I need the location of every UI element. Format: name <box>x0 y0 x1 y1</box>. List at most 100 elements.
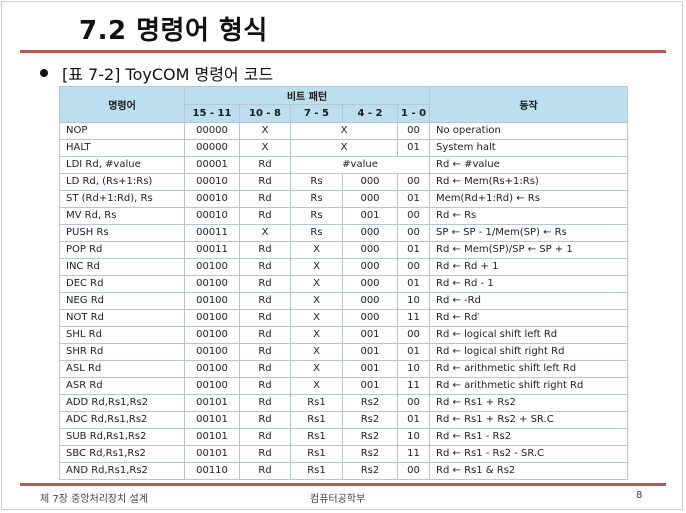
cell-bits-1-0: 00 <box>396 258 431 276</box>
cell-bits-7-5: X <box>290 309 343 327</box>
cell-bits-10-8: Rd <box>239 173 291 191</box>
cell-action: Rd ← Rs1 + Rs2 + SR.C <box>429 411 629 429</box>
cell-bits-7-5: X <box>290 275 343 293</box>
cell-action: Rd ← -Rd <box>429 292 629 310</box>
cell-bits-1-0: 01 <box>396 139 431 157</box>
cell-bits-7-5: Rs1 <box>290 462 343 480</box>
cell-bits-15-11: 00010 <box>184 207 240 225</box>
cell-instruction: POP Rd <box>59 241 185 259</box>
cell-bits-1-0: 10 <box>396 428 431 446</box>
table-row: ASL Rd 00100 Rd X 001 10 Rd ← arithmetic shift… <box>59 360 629 378</box>
cell-action: No operation <box>429 122 629 140</box>
table-row: LDI Rd, #value 00001 Rd #value Rd ← #value <box>59 156 629 174</box>
cell-bits-7-5: X <box>290 241 343 259</box>
cell-instruction: LDI Rd, #value <box>59 156 185 174</box>
cell-bits-15-11: 00101 <box>184 428 240 446</box>
cell-bits-10-8: Rd <box>239 445 291 463</box>
cell-bits-10-8: X <box>239 224 291 242</box>
cell-bits-1-0: 10 <box>396 292 431 310</box>
cell-instruction: INC Rd <box>59 258 185 276</box>
table-row: MV Rd, Rs 00010 Rd Rs 001 00 Rd ← Rs <box>59 207 629 225</box>
cell-instruction: ASR Rd <box>59 377 185 395</box>
cell-bits-15-11: 00100 <box>184 292 240 310</box>
cell-bits-10-8: Rd <box>239 360 291 378</box>
table-row: AND Rd,Rs1,Rs2 00110 Rd Rs1 Rs2 00 Rd ← Rs1 & … <box>59 462 629 480</box>
cell-bits-1-0: 00 <box>396 173 431 191</box>
cell-action: Rd ← Rs1 - Rs2 <box>429 428 629 446</box>
cell-bits-7-5: X <box>290 377 343 395</box>
table-row: ADC Rd,Rs1,Rs2 00101 Rd Rs1 Rs2 01 Rd ← Rs1 + … <box>59 411 629 429</box>
cell-instruction: LD Rd, (Rs+1:Rs) <box>59 173 185 191</box>
table-row: DEC Rd 00100 Rd X 000 01 Rd ← Rd - 1 <box>59 275 629 293</box>
cell-bits-10-8: Rd <box>239 156 291 174</box>
cell-bits-4-2: Rs2 <box>342 428 398 446</box>
cell-bits-4-2: 001 <box>342 377 398 395</box>
bullet-caption: [표 7-2] ToyCOM 명령어 코드 <box>40 62 273 84</box>
table-row: POP Rd 00011 Rd X 000 01 Rd ← Mem(SP)/SP ← SP … <box>59 241 629 259</box>
header-bits-1-0: 1 - 0 <box>396 104 431 123</box>
cell-action: Rd ← logical shift left Rd <box>429 326 629 344</box>
cell-bits-7-5: Rs <box>290 224 343 242</box>
cell-bits-10-8: Rd <box>239 462 291 480</box>
cell-bits-4-2: Rs2 <box>342 462 398 480</box>
cell-instruction: DEC Rd <box>59 275 185 293</box>
cell-action: Rd ← Rs <box>429 207 629 225</box>
cell-bits-7-5: X <box>290 343 343 361</box>
bullet-dot-icon <box>40 69 48 77</box>
cell-bits-15-11: 00100 <box>184 275 240 293</box>
cell-action: Rd ← Rs1 & Rs2 <box>429 462 629 480</box>
cell-bits-10-8: Rd <box>239 309 291 327</box>
cell-action: Rd ← arithmetic shift left Rd <box>429 360 629 378</box>
cell-action: System halt <box>429 139 629 157</box>
cell-instruction: NEG Rd <box>59 292 185 310</box>
cell-instruction: SBC Rd,Rs1,Rs2 <box>59 445 185 463</box>
cell-instruction: SHR Rd <box>59 343 185 361</box>
cell-bits-7-5: X <box>290 326 343 344</box>
cell-action: Rd ← logical shift right Rd <box>429 343 629 361</box>
table-row: SHR Rd 00100 Rd X 001 01 Rd ← logical shift ri… <box>59 343 629 361</box>
cell-instruction: NOP <box>59 122 185 140</box>
cell-bits-4-2: 000 <box>342 275 398 293</box>
table-header: 명령어 비트 패턴 동작 15 - 11 10 - 8 7 - 5 4 - 2 … <box>59 86 629 123</box>
cell-bits-15-11: 00100 <box>184 326 240 344</box>
cell-action: Rd ← Rd′ <box>429 309 629 327</box>
cell-action: Rd ← Mem(Rs+1:Rs) <box>429 173 629 191</box>
cell-bits-4-2: 000 <box>342 292 398 310</box>
cell-bits-1-0: 11 <box>396 377 431 395</box>
cell-bits-4-2: 000 <box>342 241 398 259</box>
cell-bits-15-11: 00011 <box>184 224 240 242</box>
table-row: NEG Rd 00100 Rd X 000 10 Rd ← -Rd <box>59 292 629 310</box>
header-bits-4-2: 4 - 2 <box>342 104 398 123</box>
table-row: ST (Rd+1:Rd), Rs 00010 Rd Rs 000 01 Mem(Rd+1:R… <box>59 190 629 208</box>
cell-bits-10-8: Rd <box>239 275 291 293</box>
cell-bits-1-0: 00 <box>396 122 431 140</box>
cell-bits-4-2: Rs2 <box>342 411 398 429</box>
cell-bits-4-2: 000 <box>342 173 398 191</box>
cell-action: Rd ← Rs1 - Rs2 - SR.C <box>429 445 629 463</box>
cell-bits-1-0: 00 <box>396 326 431 344</box>
cell-bits-4-2: Rs2 <box>342 394 398 412</box>
cell-bits-10-8: Rd <box>239 292 291 310</box>
cell-bits-4-2: 001 <box>342 343 398 361</box>
header-bits-15-11: 15 - 11 <box>184 104 240 123</box>
cell-bits-7-5: Rs1 <box>290 445 343 463</box>
cell-bits-1-0: 00 <box>396 207 431 225</box>
cell-bits-15-11: 00001 <box>184 156 240 174</box>
cell-bits-7-5: Rs1 <box>290 394 343 412</box>
cell-bits-7-0: #value <box>289 156 431 174</box>
cell-instruction: ASL Rd <box>59 360 185 378</box>
cell-bits-15-11: 00100 <box>184 377 240 395</box>
page-number: 8 <box>636 490 643 501</box>
cell-action: Mem(Rd+1:Rd) ← Rs <box>429 190 629 208</box>
cell-bits-15-11: 00101 <box>184 394 240 412</box>
cell-bits-15-11: 00101 <box>184 411 240 429</box>
header-bits-10-8: 10 - 8 <box>239 104 291 123</box>
cell-bits-15-11: 00100 <box>184 258 240 276</box>
cell-bits-7-5: X <box>290 258 343 276</box>
header-action: 동작 <box>429 86 629 123</box>
header-bits-7-5: 7 - 5 <box>290 104 343 123</box>
footer-chapter: 제 7장 중앙처리장치 설계 <box>40 494 148 505</box>
footer-divider <box>20 483 666 486</box>
table-row: SBC Rd,Rs1,Rs2 00101 Rd Rs1 Rs2 11 Rd ← Rs1 - … <box>59 445 629 463</box>
cell-bits-15-11: 00100 <box>184 343 240 361</box>
